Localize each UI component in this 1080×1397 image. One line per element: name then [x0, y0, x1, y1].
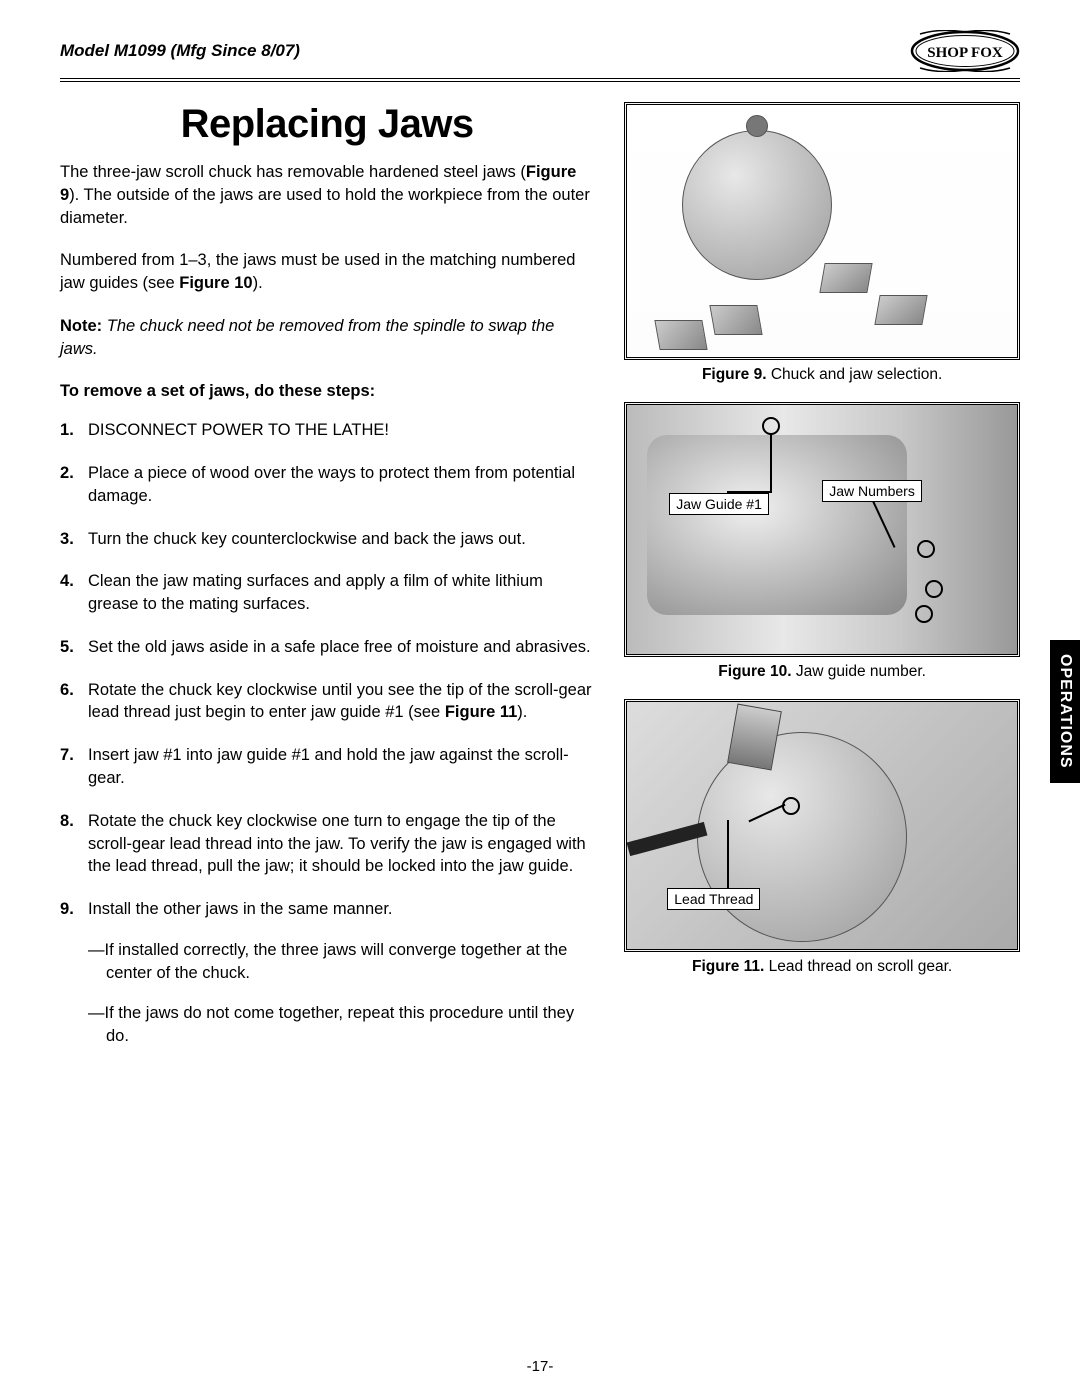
figure-10-caption: Figure 10. Jaw guide number. [624, 663, 1020, 681]
page-title: Replacing Jaws [60, 102, 594, 147]
step-5: Set the old jaws aside in a safe place f… [60, 636, 594, 659]
content-area: Replacing Jaws The three-jaw scroll chuc… [60, 102, 1020, 1068]
intro-p1: The three-jaw scroll chuck has removable… [60, 161, 594, 229]
step-2: Place a piece of wood over the ways to p… [60, 462, 594, 508]
figure-10-callout-1: Jaw Guide #1 [669, 493, 769, 515]
step-3: Turn the chuck key counterclockwise and … [60, 528, 594, 551]
note-paragraph: Note: The chuck need not be removed from… [60, 315, 594, 361]
step-4: Clean the jaw mating surfaces and apply … [60, 570, 594, 616]
text-column: Replacing Jaws The three-jaw scroll chuc… [60, 102, 594, 1068]
figure-10-image: Jaw Guide #1 Jaw Numbers [624, 402, 1020, 657]
step-7: Insert jaw #1 into jaw guide #1 and hold… [60, 744, 594, 790]
sub-note-1: —If installed correctly, the three jaws … [88, 939, 594, 985]
figure-10: Jaw Guide #1 Jaw Numbers Figure 10. Jaw … [624, 402, 1020, 681]
figures-column: Figure 9. Chuck and jaw selection. Jaw G… [624, 102, 1020, 1068]
page-number: -17- [527, 1358, 554, 1375]
intro-paragraphs: The three-jaw scroll chuck has removable… [60, 161, 594, 295]
figure-11: Lead Thread Figure 11. Lead thread on sc… [624, 699, 1020, 976]
sub-note-2: —If the jaws do not come together, repea… [88, 1002, 594, 1048]
figure-11-caption: Figure 11. Lead thread on scroll gear. [624, 958, 1020, 976]
svg-text:SHOP FOX: SHOP FOX [927, 45, 1003, 61]
section-tab: OPERATIONS [1050, 640, 1080, 783]
step-6: Rotate the chuck key clockwise until you… [60, 679, 594, 725]
shop-fox-logo: SHOP FOX [910, 30, 1020, 72]
figure-11-image: Lead Thread [624, 699, 1020, 952]
figure-10-callout-2: Jaw Numbers [822, 480, 922, 502]
step-8: Rotate the chuck key clockwise one turn … [60, 810, 594, 878]
intro-p2: Numbered from 1–3, the jaws must be used… [60, 249, 594, 295]
figure-9-caption: Figure 9. Chuck and jaw selection. [624, 366, 1020, 384]
note-text: The chuck need not be removed from the s… [60, 317, 554, 358]
figure-9-image [624, 102, 1020, 360]
step-9: Install the other jaws in the same manne… [60, 898, 594, 1048]
step-1: DISCONNECT POWER TO THE LATHE! [60, 419, 594, 442]
sub-notes: —If installed correctly, the three jaws … [88, 939, 594, 1048]
figure-11-callout-1: Lead Thread [667, 888, 760, 910]
model-number: Model M1099 (Mfg Since 8/07) [60, 41, 300, 61]
page-header: Model M1099 (Mfg Since 8/07) SHOP FOX [60, 30, 1020, 82]
note-label: Note: [60, 317, 102, 335]
steps-header: To remove a set of jaws, do these steps: [60, 382, 594, 401]
figure-9: Figure 9. Chuck and jaw selection. [624, 102, 1020, 384]
steps-list: DISCONNECT POWER TO THE LATHE! Place a p… [60, 419, 594, 1048]
